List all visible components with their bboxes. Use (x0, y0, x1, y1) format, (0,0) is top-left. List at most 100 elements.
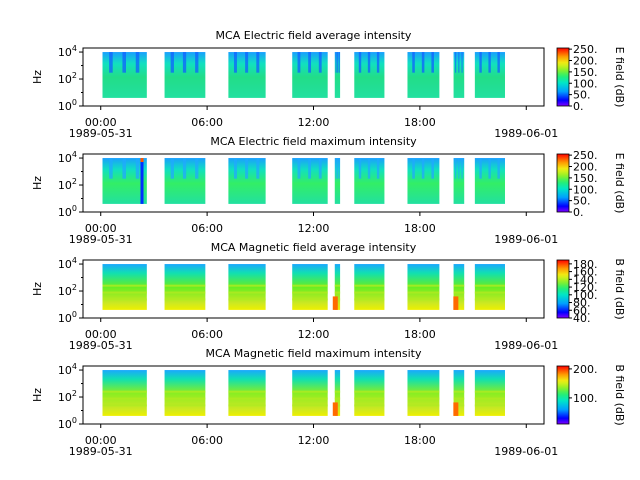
colorbar-tick-label: 0. (573, 100, 584, 113)
colorbar-label: E field (dB) (613, 153, 626, 214)
x-tick-label: 06:00 (191, 116, 223, 129)
data-streak (182, 158, 187, 179)
colorbar-tick-label: 160. (573, 266, 598, 279)
data-band (292, 284, 328, 287)
data-streak (458, 158, 460, 179)
x-tick-label: 18:00 (404, 434, 436, 447)
data-band (474, 404, 505, 407)
data-streak (412, 52, 415, 73)
x-tick-label: 12:00 (298, 328, 330, 341)
data-band (354, 404, 385, 407)
data-band (292, 390, 328, 393)
data-band (354, 284, 385, 287)
data-band (228, 404, 266, 407)
data-band (407, 284, 440, 287)
y-tick-label: 102 (58, 283, 77, 298)
y-tick-exponent: 4 (72, 44, 77, 53)
data-block (474, 264, 505, 310)
data-streak (318, 158, 322, 179)
y-tick-label: 102 (58, 177, 77, 192)
data-band (102, 298, 147, 301)
data-band (292, 298, 328, 301)
data-block (453, 52, 465, 98)
data-streak (335, 52, 337, 73)
data-block (453, 158, 465, 204)
y-tick-label: 100 (58, 204, 77, 219)
x-tick-label: 06:00 (191, 434, 223, 447)
data-streak (421, 158, 425, 179)
y-tick-exponent: 4 (72, 362, 77, 371)
x-tick-label: 06:00 (191, 328, 223, 341)
y-tick-exponent: 0 (72, 310, 77, 319)
x-start-date: 1989-05-31 (69, 233, 133, 246)
data-band (474, 284, 505, 287)
data-band (453, 291, 465, 294)
data-streak (170, 158, 174, 179)
data-streak (461, 158, 463, 179)
data-block (102, 370, 147, 416)
x-end-date: 1989-06-01 (494, 127, 558, 140)
colorbar-tick-label: 100. (573, 183, 598, 196)
y-tick-exponent: 2 (72, 283, 77, 292)
data-streak (431, 158, 434, 179)
colorbar-tick-label: 0. (573, 206, 584, 219)
data-streak (479, 158, 482, 179)
y-tick-exponent: 4 (72, 150, 77, 159)
colorbar: 0.50.100.150.200.250. E field (dB) (556, 43, 626, 113)
data-band (164, 390, 206, 393)
data-band (354, 291, 385, 294)
chart-title: MCA Magnetic field average intensity (211, 241, 417, 254)
colorbar-tick-label: 100. (573, 289, 598, 302)
x-end-date: 1989-06-01 (494, 233, 558, 246)
y-tick-label: 104 (58, 44, 77, 59)
data-streak (455, 158, 457, 179)
data-block (334, 158, 341, 204)
data-streak (245, 158, 249, 179)
data-band (474, 397, 505, 400)
data-streak (308, 158, 312, 179)
colorbar-tick-label: 140. (573, 273, 598, 286)
chart-panel-4: MCA Magnetic field maximum intensity1001… (31, 347, 626, 458)
y-tick-base: 10 (58, 364, 72, 377)
data-streak (367, 52, 371, 73)
y-tick-base: 10 (58, 100, 72, 113)
colorbar: 100. 200. B field (dB) (556, 363, 626, 426)
x-start-date: 1989-05-31 (69, 445, 133, 458)
y-axis-label: Hz (31, 388, 44, 402)
data-band (453, 390, 465, 393)
hot-spot-column (140, 162, 144, 204)
x-tick-label: 00:00 (85, 328, 117, 341)
data-streak (182, 52, 187, 73)
x-tick-label: 12:00 (298, 116, 330, 129)
colorbar-tick-label: 120. (573, 281, 598, 294)
y-tick-label: 104 (58, 150, 77, 165)
data-streak (455, 52, 457, 73)
y-tick-base: 10 (58, 206, 72, 219)
y-tick-base: 10 (58, 73, 72, 86)
colorbar-tick-label: 150. (573, 66, 598, 79)
hot-spot (332, 296, 338, 310)
data-block (292, 370, 328, 416)
data-band (334, 390, 341, 393)
colorbar-label: B field (dB) (613, 364, 626, 425)
data-block (334, 370, 341, 416)
data-block (164, 370, 206, 416)
data-band (102, 284, 147, 287)
colorbar: 40.60.80.100.120.140.160.180. B field (dB… (556, 258, 626, 325)
data-band (102, 291, 147, 294)
hot-spot (453, 296, 459, 310)
data-streak (367, 158, 371, 179)
colorbar-tick-label: 200. (573, 161, 598, 174)
data-band (292, 291, 328, 294)
data-band (102, 404, 147, 407)
data-block (292, 264, 328, 310)
data-streak (135, 52, 140, 73)
data-band (453, 404, 465, 407)
colorbar-label: E field (dB) (613, 47, 626, 108)
x-tick-label: 12:00 (298, 434, 330, 447)
colorbar-label: B field (dB) (613, 258, 626, 319)
x-tick-label: 00:00 (85, 222, 117, 235)
data-streak (358, 52, 362, 73)
data-streak (256, 158, 260, 179)
y-tick-base: 10 (58, 179, 72, 192)
